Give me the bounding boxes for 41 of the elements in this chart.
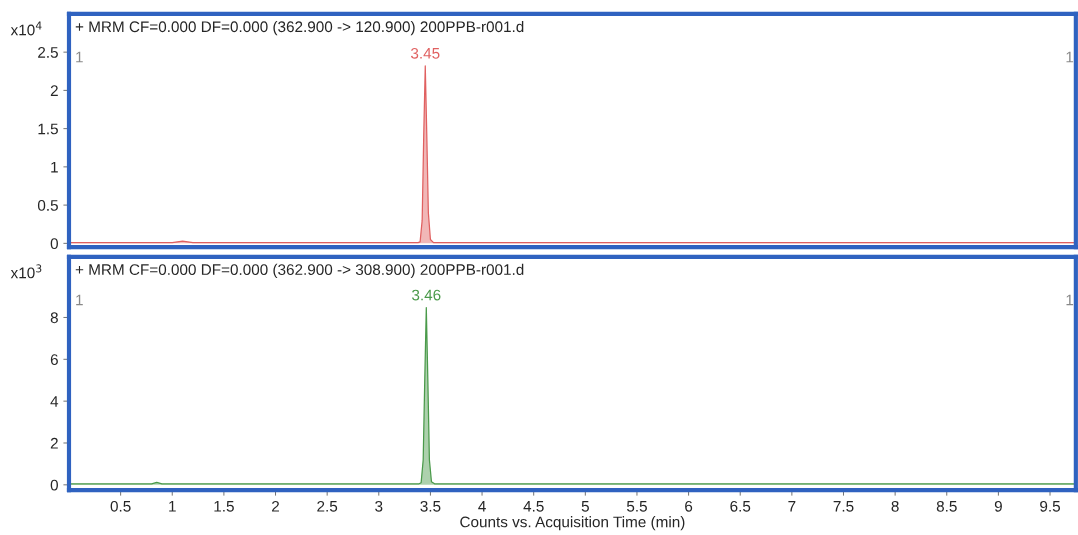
x-tick-label: 7 [788, 501, 796, 512]
x-tick-label: 1 [169, 501, 176, 512]
x-tick-label: 6 [685, 500, 693, 512]
chart-title: + MRM CF=0.000 DF=0.000 (362.900 -> 308.900) 200PPB-r001.d [75, 263, 524, 279]
x-tick-label: 7.5 [833, 501, 854, 512]
x-tick-label: 8 [891, 500, 899, 512]
y-tick-label: 1.5 [38, 123, 58, 135]
annotation: 1 [76, 51, 83, 63]
x-tick-label: 9 [994, 500, 1002, 512]
x-tick-label: 6.5 [730, 500, 751, 512]
y-tick-label: 0 [50, 238, 58, 250]
x-tick-label: 9.5 [1040, 500, 1061, 512]
chart-title: + MRM CF=0.000 DF=0.000 (362.900 -> 120.900) 200PPB-r001.d [75, 20, 524, 36]
x-tick-label: 8.5 [936, 500, 957, 512]
x-tick-label: 2 [272, 500, 280, 512]
x-tick-label: 4.5 [523, 501, 544, 512]
annotation: 1 [1066, 51, 1074, 63]
x-tick-label: 3 [375, 500, 383, 512]
x-axis-title: Counts vs. Acquisition Time (min) [460, 516, 685, 531]
y-tick-label: 1 [51, 161, 58, 173]
y-tick-label: 4 [50, 396, 59, 407]
x-tick-label: 5.5 [626, 501, 647, 512]
annotation: 3.46 [412, 289, 441, 301]
x-tick-label: 0.5 [110, 500, 131, 512]
y-axis-title: x10$^{3}$ [10, 264, 42, 279]
x-tick-label: 1.5 [214, 501, 234, 512]
y-tick-label: 2.5 [38, 47, 58, 58]
y-tick-label: 2 [50, 437, 58, 449]
y-tick-label: 0.5 [37, 199, 58, 211]
x-tick-label: 4 [478, 501, 486, 512]
y-tick-label: 8 [50, 312, 58, 324]
annotation: 1 [1066, 294, 1074, 306]
y-tick-label: 6 [50, 354, 58, 365]
annotation: 1 [76, 294, 83, 306]
x-tick-label: 3.5 [420, 500, 441, 512]
annotation: 3.45 [410, 47, 440, 59]
y-tick-label: 2 [50, 85, 58, 96]
y-axis-title: x10$^{4}$ [10, 21, 42, 36]
y-tick-label: 0 [50, 479, 58, 491]
x-tick-label: 5 [581, 501, 589, 512]
x-tick-label: 2.5 [317, 500, 338, 512]
